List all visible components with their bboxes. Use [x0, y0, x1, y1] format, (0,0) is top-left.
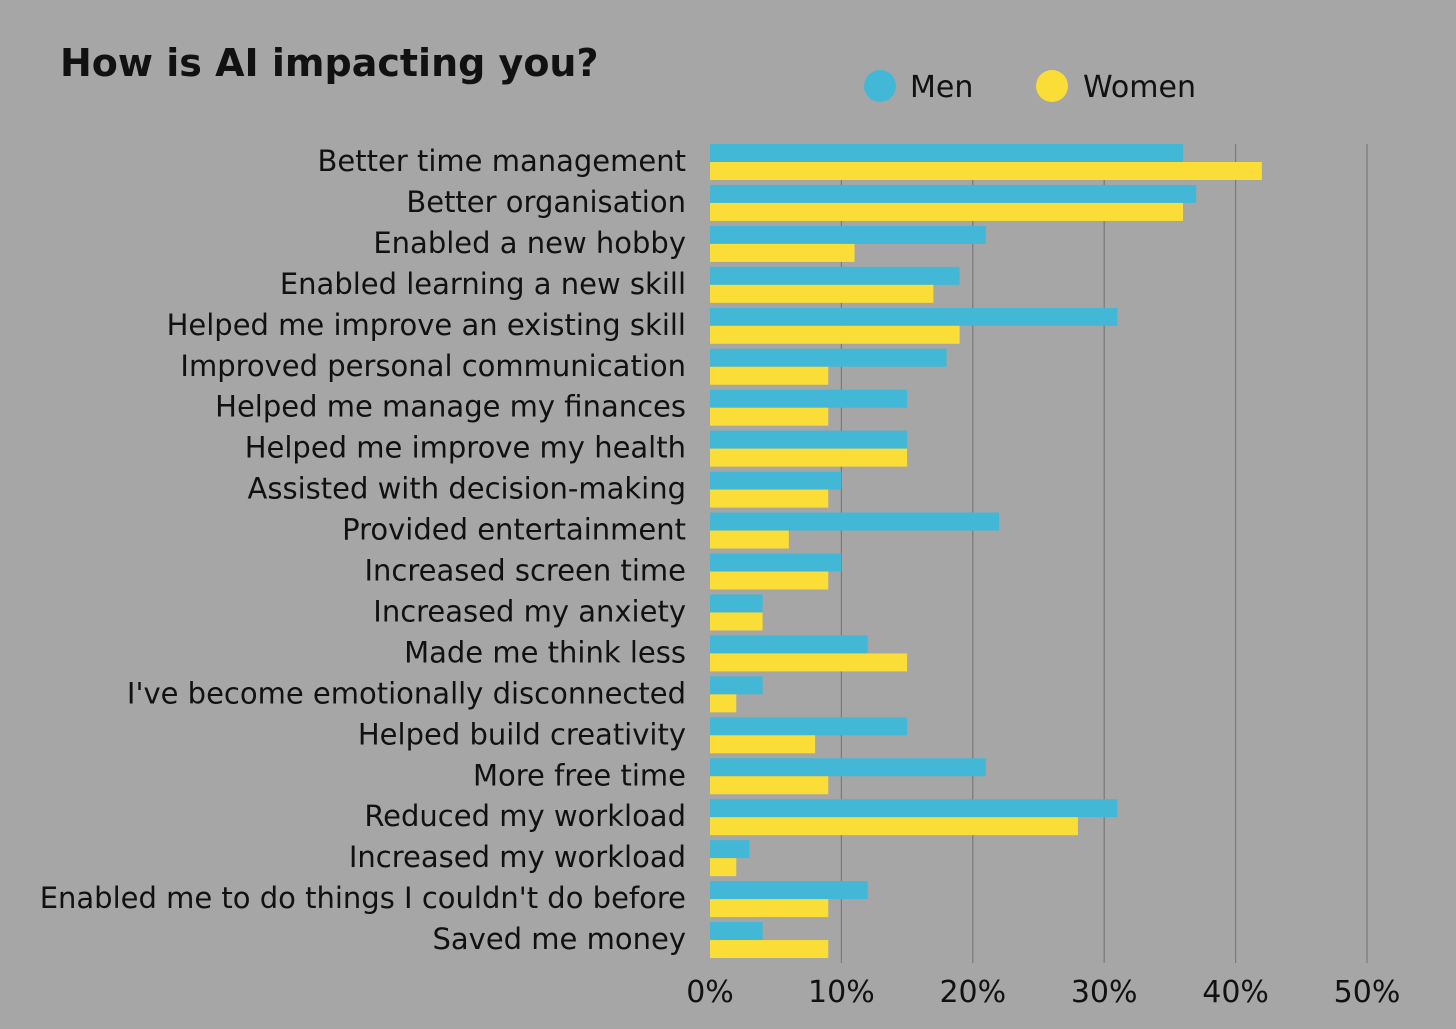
bar-women	[710, 407, 829, 426]
bar-women	[710, 202, 1184, 221]
bar-men	[710, 758, 986, 777]
bar-women	[710, 940, 829, 959]
category-label: Enabled me to do things I couldn't do be…	[40, 881, 686, 915]
bar-women	[710, 366, 829, 385]
bar-women	[710, 735, 816, 754]
bar-men	[710, 144, 1184, 162]
bar-men	[710, 922, 763, 941]
legend: Men Women	[864, 70, 1196, 105]
category-label: Increased my anxiety	[373, 594, 686, 628]
bar-women	[710, 858, 737, 877]
category-label: Enabled learning a new skill	[280, 267, 686, 301]
category-label: More free time	[473, 758, 686, 792]
bar-women	[710, 530, 789, 549]
x-tick-label: 0%	[686, 975, 734, 1010]
bar-men	[710, 676, 763, 695]
category-label: I've become emotionally disconnected	[127, 676, 686, 710]
bar-men	[710, 717, 908, 736]
x-tick-label: 30%	[1071, 975, 1138, 1010]
bar-women	[710, 489, 829, 508]
bar-men	[710, 840, 750, 859]
bar-men	[710, 799, 1118, 818]
category-label: Better time management	[318, 144, 686, 178]
category-label: Made me think less	[404, 635, 686, 669]
bar-women	[710, 284, 934, 303]
x-tick-label: 10%	[808, 975, 875, 1010]
x-tick-label: 20%	[939, 975, 1006, 1010]
legend-swatch-women	[1036, 70, 1068, 102]
category-label: Assisted with decision-making	[248, 472, 686, 506]
category-label: Improved personal communication	[180, 349, 686, 383]
category-label: Helped me improve my health	[245, 431, 686, 465]
bar-women	[710, 571, 829, 590]
bar-women	[710, 325, 960, 344]
bar-men	[710, 512, 1000, 531]
bar-men	[710, 430, 908, 449]
bar-men	[710, 553, 842, 572]
category-label: Increased screen time	[365, 554, 687, 588]
bar-women	[710, 694, 737, 713]
category-label: Helped me manage my finances	[215, 390, 686, 424]
bar-men	[710, 881, 868, 900]
bar-men	[710, 635, 868, 654]
bar-men	[710, 307, 1118, 326]
bar-women	[710, 776, 829, 795]
bar-men	[710, 471, 842, 490]
bars	[710, 144, 1262, 959]
legend-label-men: Men	[910, 70, 973, 105]
category-label: Reduced my workload	[364, 799, 686, 833]
bar-women	[710, 162, 1262, 180]
category-label: Better organisation	[406, 185, 686, 219]
legend-swatch-men	[864, 70, 896, 102]
category-label: Provided entertainment	[342, 513, 686, 547]
x-axis-tick-labels: 0% 10% 20% 30% 40% 50%	[686, 975, 1400, 1010]
x-tick-label: 50%	[1334, 975, 1401, 1010]
category-label: Helped me improve an existing skill	[167, 308, 686, 342]
category-label: Enabled a new hobby	[373, 226, 686, 260]
bar-men	[710, 348, 947, 367]
bar-women	[710, 243, 855, 262]
bar-women	[710, 817, 1078, 836]
bar-women	[710, 653, 908, 672]
bar-women	[710, 899, 829, 918]
category-label: Helped build creativity	[358, 717, 686, 751]
bar-men	[710, 594, 763, 613]
x-tick-label: 40%	[1202, 975, 1269, 1010]
bar-men	[710, 266, 960, 285]
category-labels: Better time management Better organisatio…	[40, 144, 686, 956]
bar-women	[710, 448, 908, 467]
legend-label-women: Women	[1083, 70, 1196, 105]
bar-men	[710, 225, 986, 244]
bar-men	[710, 184, 1197, 203]
bar-men	[710, 389, 908, 408]
chart-title: How is AI impacting you?	[60, 41, 599, 85]
bar-women	[710, 612, 763, 631]
category-label: Increased my workload	[349, 840, 686, 874]
category-label: Saved me money	[433, 922, 687, 956]
